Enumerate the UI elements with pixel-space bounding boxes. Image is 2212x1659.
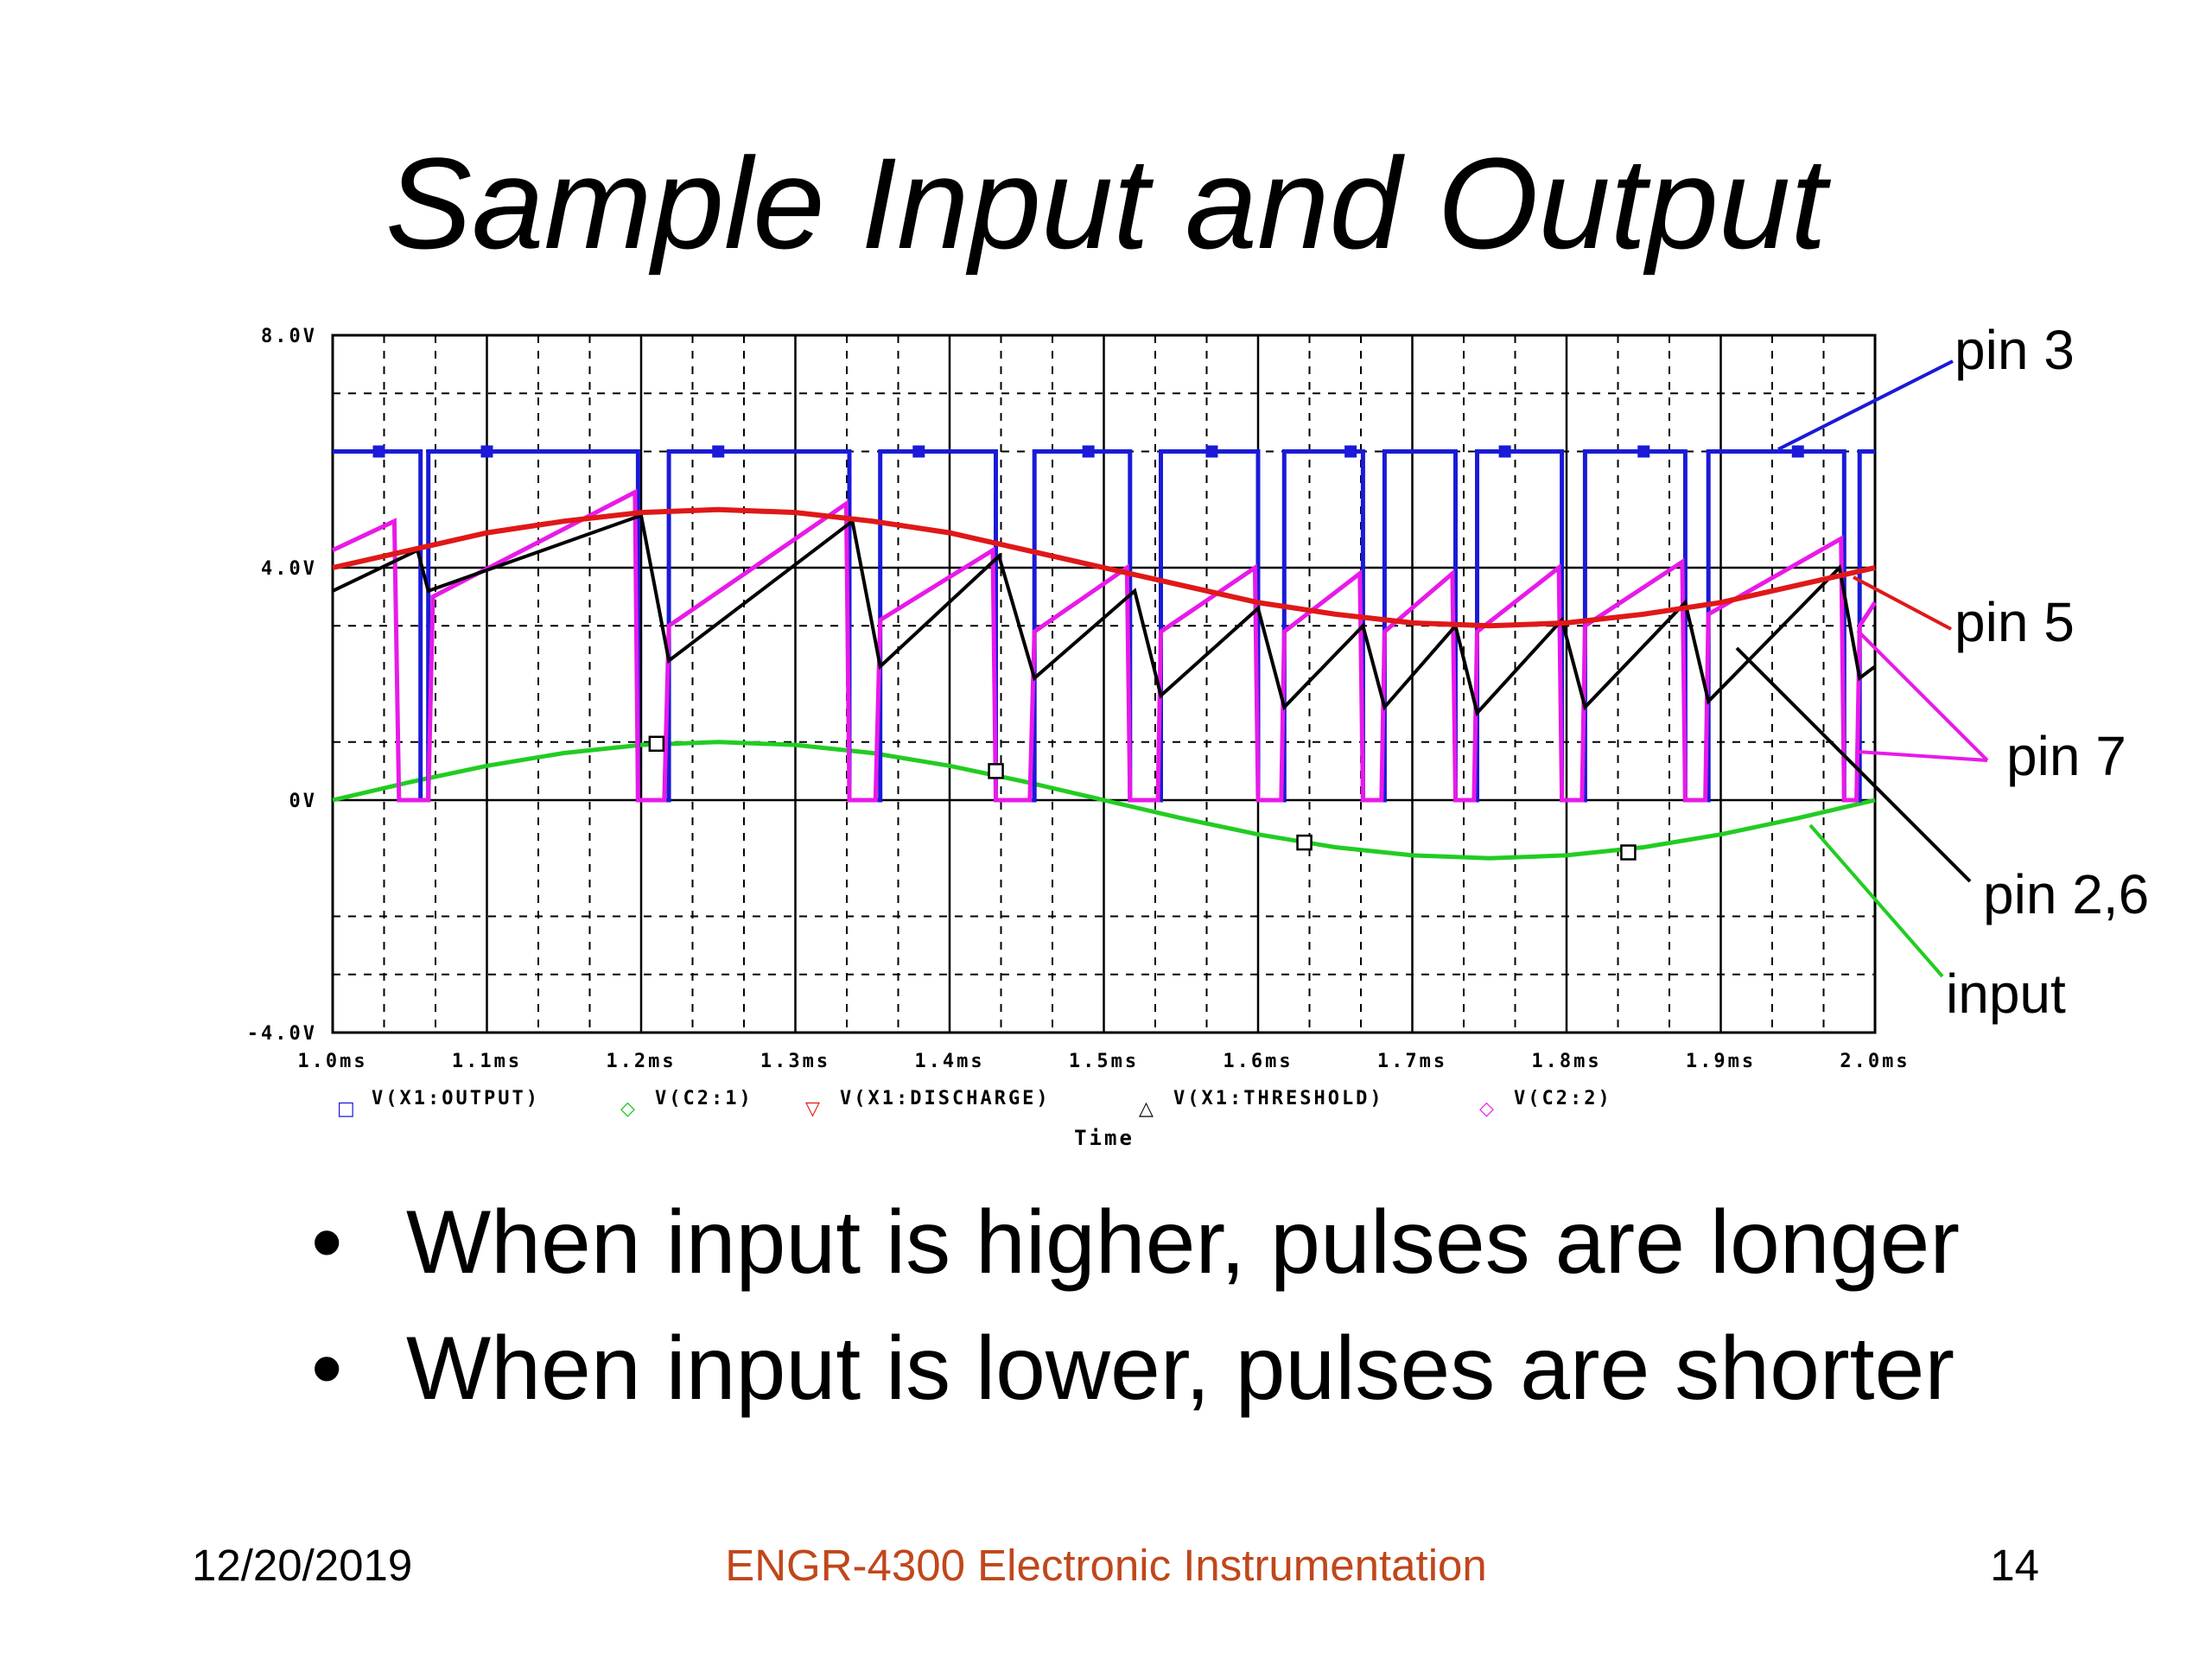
legend-symbol: △ [1139,1098,1154,1120]
legend: □ V(X1:OUTPUT) ◇ V(C2:1) ▽ V(X1:DISCHARGE) △ V(… [337,1088,1612,1120]
slide-title: Sample Input and Output [385,130,1827,276]
waveform-chart: 8.0V 4.0V 0V -4.0V 1.0ms 1.1ms 1.2ms 1.3ms 1.4ms… [247,326,1989,1150]
bullet-dot: • [311,1319,343,1419]
x-tick-label: 1.5ms [1069,1051,1139,1072]
series-pin3-marker [372,445,385,458]
series-pin26-line [332,512,1877,717]
series [331,449,1878,861]
series-pin5-line [332,506,1876,629]
legend-label: V(X1:DISCHARGE) [840,1088,1051,1109]
legend-symbol: ◇ [620,1098,635,1120]
series-pin3-marker [1791,445,1804,458]
series-input-line [332,740,1876,861]
legend-symbol: ▽ [805,1098,820,1120]
annotation-pointer [1856,629,1989,762]
y-tick-label: 0V [289,791,318,812]
series-pin3-marker [1637,445,1650,458]
annotation-input: input [1946,963,2066,1025]
series-pin3-marker [1498,445,1511,458]
bullet-list: • When input is higher, pulses are longer… [311,1179,1960,1432]
footer-course: ENGR-4300 Electronic Instrumentation [725,1541,1487,1590]
bullet-item: • When input is lower, pulses are shorter [311,1306,1960,1432]
annotation-pointer [1857,750,1988,762]
annotation-pin7: pin 7 [2006,725,2126,787]
axes [331,334,1877,1034]
legend-symbol: ◇ [1479,1098,1494,1120]
y-tick-label: 4.0V [261,558,317,580]
series-pin7-line [331,488,1878,803]
annotation-pin3: pin 3 [1955,319,2075,381]
annotation-pin26: pin 2,6 [1983,863,2150,925]
x-tick-label: 1.0ms [297,1051,367,1072]
x-tick-label: 1.4ms [914,1051,984,1072]
bullet-item: • When input is higher, pulses are longer [311,1179,1960,1306]
series-input-marker [1620,844,1637,861]
annotation-pointer [1808,823,1944,978]
bullet-text: When input is lower, pulses are shorter [406,1319,1955,1419]
legend-label: V(X1:OUTPUT) [372,1088,540,1109]
x-axis-title: Time [1074,1126,1135,1150]
series-input-marker [988,763,1004,779]
plot-frame [331,334,1877,1034]
x-tick-label: 1.9ms [1686,1051,1756,1072]
x-tick-label: 1.8ms [1531,1051,1601,1072]
series-pin3-marker [480,445,493,458]
series-pin3-marker [712,445,725,458]
series-pin3-marker [1205,445,1218,458]
footer-date: 12/20/2019 [192,1541,413,1590]
x-tick-label: 1.3ms [760,1051,830,1072]
markers [372,445,1804,861]
x-tick-label: 1.7ms [1377,1051,1447,1072]
annotation-pointer [1777,359,1954,451]
tick-labels: 8.0V 4.0V 0V -4.0V 1.0ms 1.1ms 1.2ms 1.3ms 1.4ms… [247,326,1910,1150]
x-tick-label: 1.6ms [1223,1051,1293,1072]
y-tick-label: 8.0V [261,326,317,347]
annotation-pointer [1853,575,1952,631]
legend-label: V(C2:1) [655,1088,753,1109]
series-input-marker [1296,834,1313,851]
annotation-pointer [1735,646,1972,883]
x-tick-label: 2.0ms [1840,1051,1910,1072]
legend-symbol: □ [337,1098,355,1120]
series-pin3-marker [912,445,925,458]
legend-label: V(X1:THRESHOLD) [1173,1088,1384,1109]
bullet-text: When input is higher, pulses are longer [406,1192,1960,1293]
grid [333,335,1875,1033]
annotation-pin5: pin 5 [1955,591,2075,653]
legend-label: V(C2:2) [1514,1088,1612,1109]
series-input-marker [648,735,665,753]
x-tick-label: 1.1ms [452,1051,522,1072]
series-pin3-marker [1082,445,1095,458]
y-tick-label: -4.0V [247,1023,317,1045]
x-tick-label: 1.2ms [606,1051,676,1072]
bullet-dot: • [311,1192,343,1293]
series-pin3-marker [1344,445,1357,458]
footer-page-number: 14 [1990,1541,2039,1590]
annotation-pointers [1735,359,1989,978]
